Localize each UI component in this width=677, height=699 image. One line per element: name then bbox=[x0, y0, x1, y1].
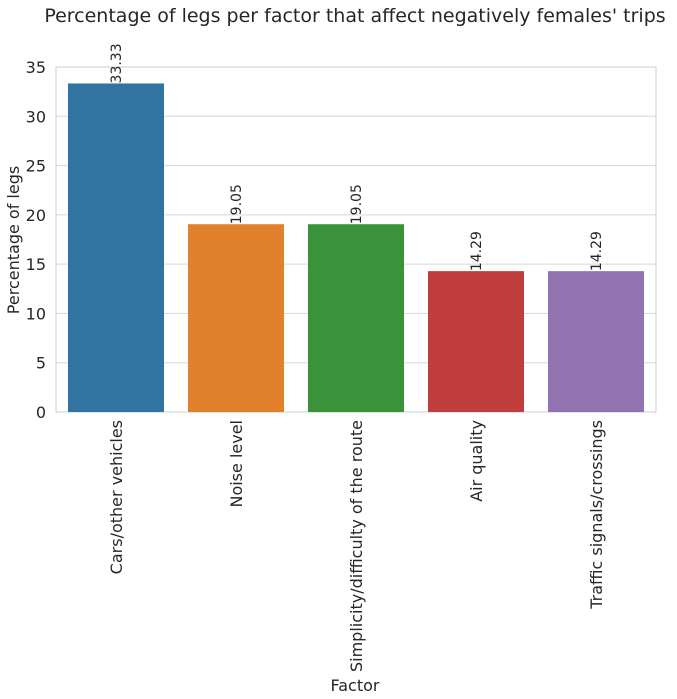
chart-title: Percentage of legs per factor that affec… bbox=[44, 5, 665, 27]
y-tick-label: 35 bbox=[26, 58, 46, 77]
bar bbox=[308, 224, 404, 412]
bar-value-label: 19.05 bbox=[229, 184, 245, 224]
bar-value-label: 33.33 bbox=[109, 43, 125, 83]
bar bbox=[428, 271, 524, 412]
y-tick-label: 5 bbox=[36, 354, 46, 373]
x-tick-label: Simplicity/difficulty of the route bbox=[347, 420, 366, 672]
x-axis-ticks: Cars/other vehicles Noise level Simplicity… bbox=[107, 420, 606, 672]
y-tick-label: 25 bbox=[26, 157, 46, 176]
bar-value-label: 19.05 bbox=[349, 184, 365, 224]
y-tick-label: 15 bbox=[26, 255, 46, 274]
y-tick-label: 10 bbox=[26, 304, 46, 323]
x-tick-label: Cars/other vehicles bbox=[107, 420, 126, 574]
y-tick-label: 0 bbox=[36, 403, 46, 422]
y-tick-label: 30 bbox=[26, 107, 46, 126]
bar bbox=[548, 271, 644, 412]
y-axis-ticks: 0 5 10 15 20 25 30 35 bbox=[26, 58, 46, 422]
x-tick-label: Noise level bbox=[227, 420, 246, 508]
bar bbox=[68, 83, 164, 412]
y-tick-label: 20 bbox=[26, 206, 46, 225]
bar bbox=[188, 224, 284, 412]
bar-value-label: 14.29 bbox=[589, 231, 605, 271]
x-tick-label: Air quality bbox=[467, 420, 486, 502]
bar-value-label: 14.29 bbox=[469, 231, 485, 271]
bars: 33.33 19.05 19.05 14.29 14.29 bbox=[68, 43, 644, 412]
x-tick-label: Traffic signals/crossings bbox=[587, 420, 606, 610]
y-axis-label: Percentage of legs bbox=[4, 166, 23, 314]
x-axis-label: Factor bbox=[331, 676, 380, 695]
